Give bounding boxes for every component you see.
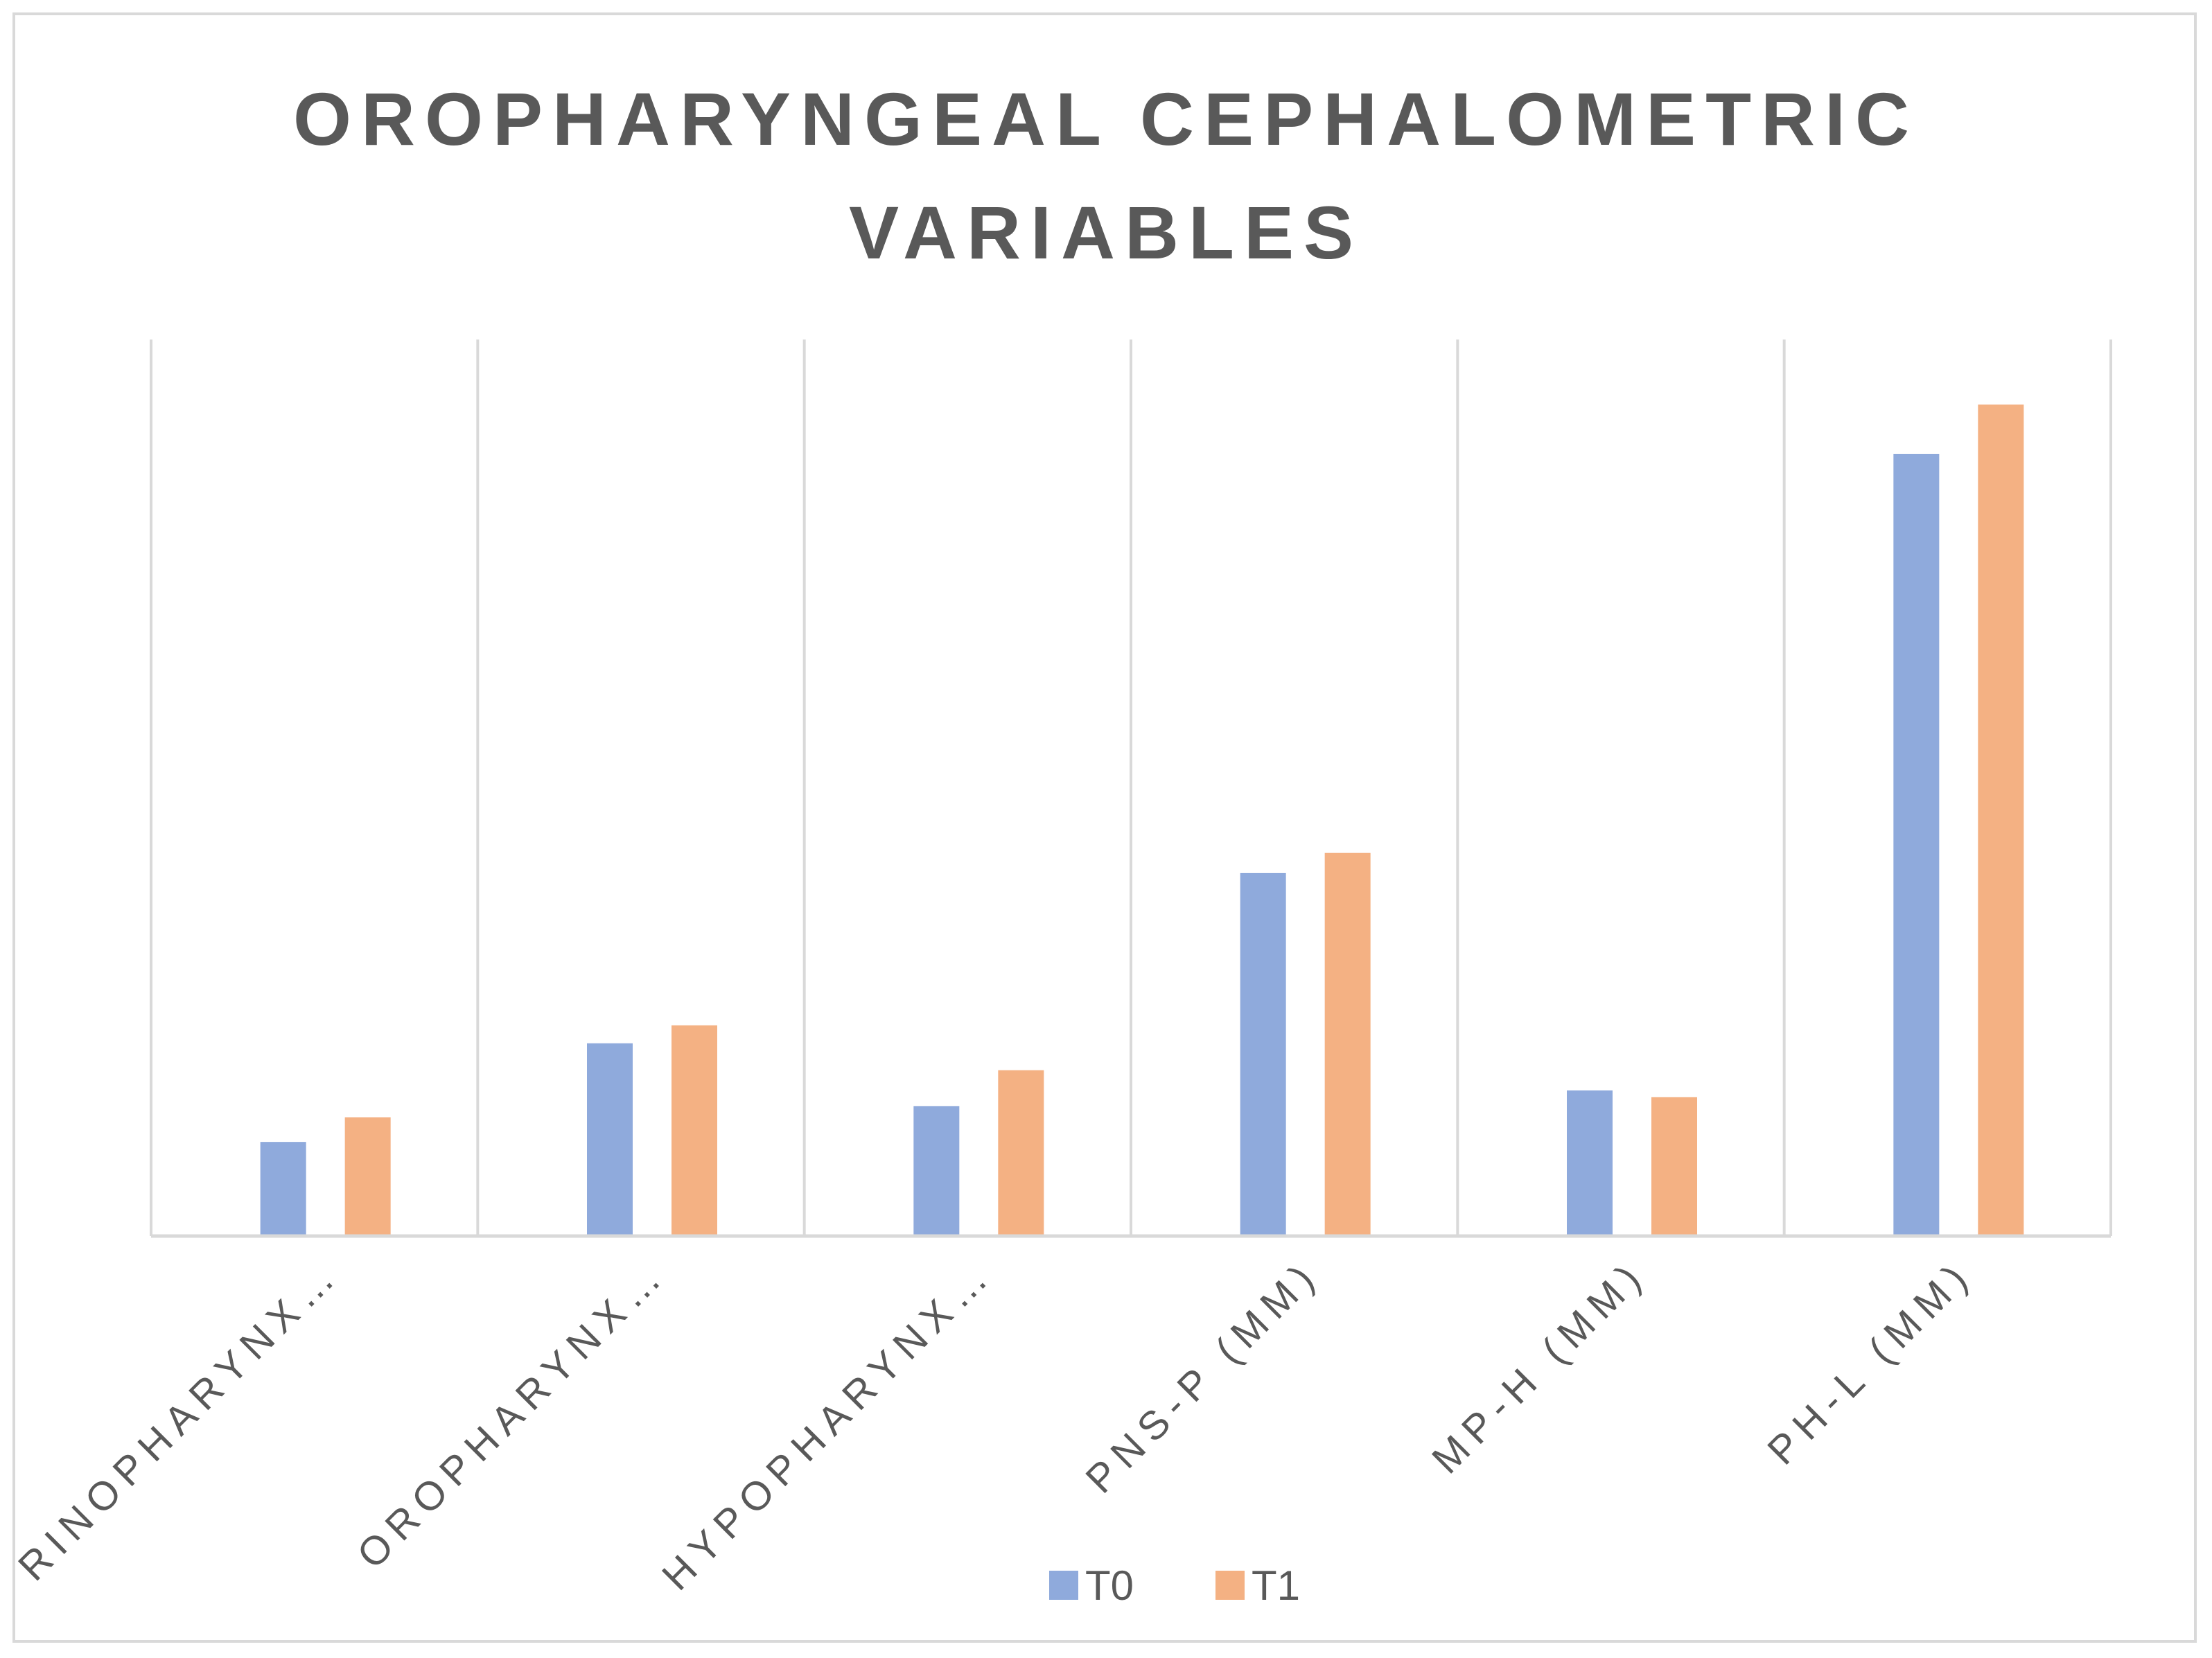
legend: T0 T1 <box>0 1558 2212 1613</box>
bar-t1-1 <box>672 1025 717 1236</box>
legend-label-t0: T0 <box>1085 1562 1134 1609</box>
chart-title-line-1: OROPHARYNGEAL CEPHALOMETRIC <box>292 77 1920 161</box>
x-tick-label-0: RINOPHARYNX… <box>10 1251 349 1589</box>
x-tick-labels: RINOPHARYNX… OROPHARYNX…HYPOPHARYNX… PNS-P… <box>10 1251 1982 1599</box>
bar-t1-3 <box>1324 852 1371 1236</box>
x-tick-label-2: HYPOPHARYNX… <box>653 1251 1002 1599</box>
bar-t0-1 <box>587 1043 633 1236</box>
bar-t0-0 <box>260 1142 306 1236</box>
x-tick-label-5: PH-L (MM) <box>1759 1251 1981 1473</box>
bar-t0-3 <box>1240 872 1286 1236</box>
chart-title-line-2: VARIABLES <box>848 191 1364 274</box>
bar-t1-5 <box>1978 404 2024 1237</box>
bar-t1-4 <box>1651 1097 1697 1236</box>
bar-t1-2 <box>998 1070 1044 1236</box>
x-tick-label-4: MP-H (MM) <box>1423 1251 1655 1482</box>
bar-t0-2 <box>913 1106 960 1236</box>
x-tick-label-1: OROPHARYNX… <box>349 1251 675 1577</box>
bar-t0-5 <box>1893 453 1940 1236</box>
legend-swatch-t0 <box>1049 1571 1078 1600</box>
legend-label-t1: T1 <box>1252 1562 1301 1609</box>
x-tick-label-3: PNS-P (MM) <box>1077 1251 1328 1501</box>
bar-t0-4 <box>1567 1090 1613 1236</box>
legend-swatch-t1 <box>1215 1571 1245 1600</box>
chart-frame <box>12 12 2197 1643</box>
category-gridlines <box>150 339 2112 1236</box>
legend-item-t0: T0 <box>1049 1558 1134 1613</box>
legend-item-t1: T1 <box>1215 1558 1300 1613</box>
bar-t1-0 <box>344 1117 391 1236</box>
bars <box>260 404 2024 1237</box>
